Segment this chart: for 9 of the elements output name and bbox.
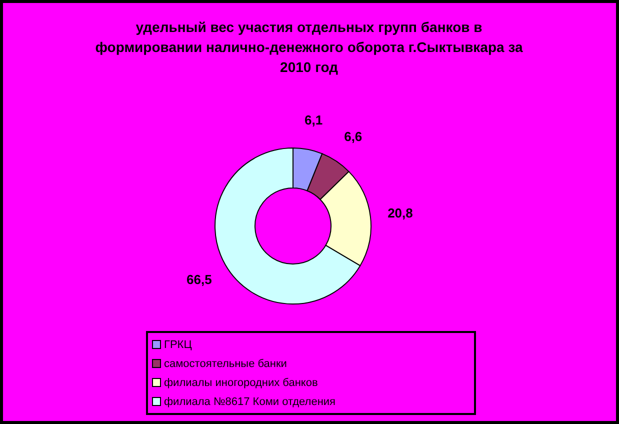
- data-label: 6,6: [344, 128, 362, 144]
- legend-label: самостоятельные банки: [164, 358, 287, 370]
- legend-label: ГРКЦ: [164, 338, 192, 350]
- data-label: 20,8: [388, 206, 413, 221]
- legend-label: филиала №8617 Коми отделения: [164, 396, 336, 408]
- legend-label: филиалы иногородних банков: [164, 376, 318, 388]
- chart-title: удельный вес участия отдельных групп банков в формировании налично-денежного оборота г.Сыктывкара за 2010 год: [94, 18, 524, 77]
- data-label: 6,1: [304, 112, 323, 128]
- data-label: 66,5: [186, 272, 212, 288]
